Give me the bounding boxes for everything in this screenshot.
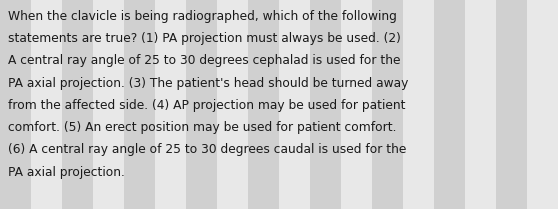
Bar [403,0,434,209]
Bar [310,0,341,209]
Bar [186,0,217,209]
Bar [155,0,186,209]
Bar [434,0,465,209]
Bar [248,0,279,209]
Text: comfort. (5) An erect position may be used for patient comfort.: comfort. (5) An erect position may be us… [8,121,397,134]
Bar [217,0,248,209]
Text: (6) A central ray angle of 25 to 30 degrees caudal is used for the: (6) A central ray angle of 25 to 30 degr… [8,143,406,156]
Bar [341,0,372,209]
Bar [0,0,31,209]
Text: PA axial projection.: PA axial projection. [8,166,125,179]
Bar [62,0,93,209]
Bar [93,0,124,209]
Bar [124,0,155,209]
Bar [496,0,527,209]
Text: from the affected side. (4) AP projection may be used for patient: from the affected side. (4) AP projectio… [8,99,406,112]
Text: A central ray angle of 25 to 30 degrees cephalad is used for the: A central ray angle of 25 to 30 degrees … [8,55,401,68]
Bar [279,0,310,209]
Text: statements are true? (1) PA projection must always be used. (2): statements are true? (1) PA projection m… [8,32,401,45]
Text: PA axial projection. (3) The patient's head should be turned away: PA axial projection. (3) The patient's h… [8,77,408,90]
Bar [527,0,558,209]
Bar [31,0,62,209]
Text: When the clavicle is being radiographed, which of the following: When the clavicle is being radiographed,… [8,10,397,23]
Bar [372,0,403,209]
Bar [465,0,496,209]
